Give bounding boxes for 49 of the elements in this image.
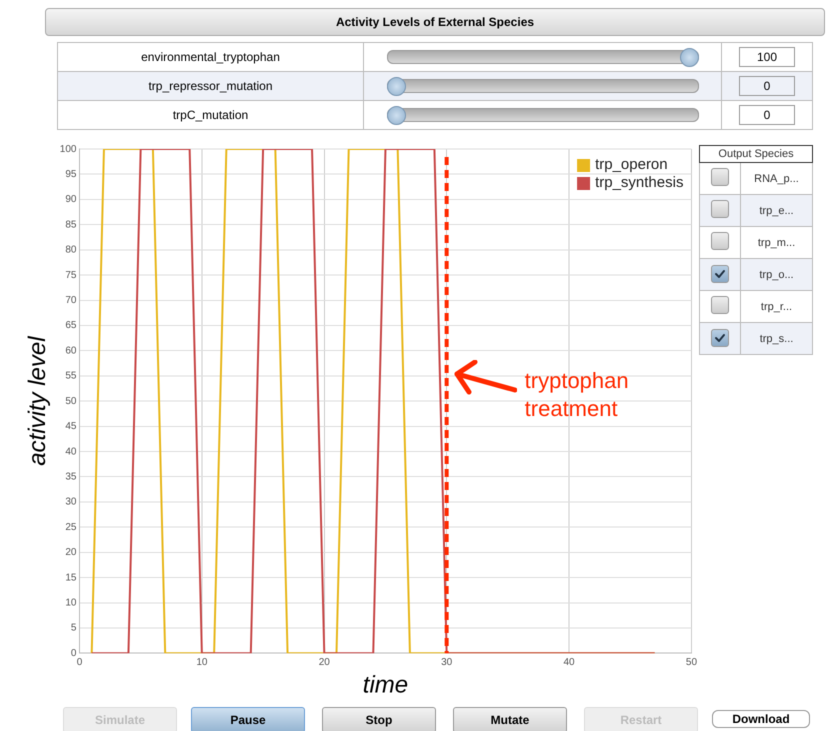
text: trp_o... [740,258,812,290]
y-tick-label: 95 [65,168,77,180]
x-axis-title: time [362,671,408,698]
y-tick-label: 15 [65,572,77,584]
y-tick-label: 65 [65,320,77,332]
y-tick-label: 90 [65,194,77,206]
y-tick-label: 60 [65,345,77,356]
y-tick-label: 35 [65,471,77,482]
x-tick-label: 20 [318,656,330,668]
y-tick-label: 75 [65,270,77,281]
text: Pause [191,707,305,731]
y-tick-label: 100 [60,144,77,155]
text: Stop [322,707,436,731]
x-tick-label: 40 [563,656,576,668]
text: Mutate [453,707,567,731]
text: trp_r... [740,290,812,322]
ref-line-label: tryptophan treatment [524,368,629,422]
legend-label: trp_operon [595,156,668,174]
y-tick-label: 20 [65,547,77,558]
text: trp_e... [740,194,812,226]
x-tick-label: 50 [686,656,698,668]
y-tick-label: 0 [70,648,77,659]
y-tick-label: 45 [65,421,77,432]
y-tick-label: 70 [65,295,77,306]
x-tick-label: 30 [441,656,453,668]
text: 0 [739,76,795,96]
y-tick-label: 25 [65,522,77,533]
y-tick-label: 80 [65,244,77,256]
y-tick-label: 10 [65,598,77,609]
y-tick-label: 50 [65,396,77,407]
legend-label: trp_synthesis [595,174,684,192]
text: Download [712,710,810,728]
text: trp_m... [740,226,812,258]
y-tick-label: 30 [65,496,77,508]
text: 0 [739,105,795,125]
x-tick-label: 10 [196,656,208,668]
text: trp_repressor_mutation [58,72,364,100]
text: 100 [739,47,795,67]
y-tick-label: 5 [70,622,77,634]
text: Activity Levels of External Species [45,8,825,36]
y-tick-label: 55 [65,370,77,382]
y-axis-title: activity level [24,336,52,466]
text: trp_s... [740,322,812,354]
y-tick-label: 40 [65,446,77,458]
text: trpC_mutation [58,100,364,130]
y-tick-label: 85 [65,219,77,230]
text: RNA_p... [740,162,812,194]
text: Output Species [700,146,812,162]
text: environmental_tryptophan [58,42,364,72]
